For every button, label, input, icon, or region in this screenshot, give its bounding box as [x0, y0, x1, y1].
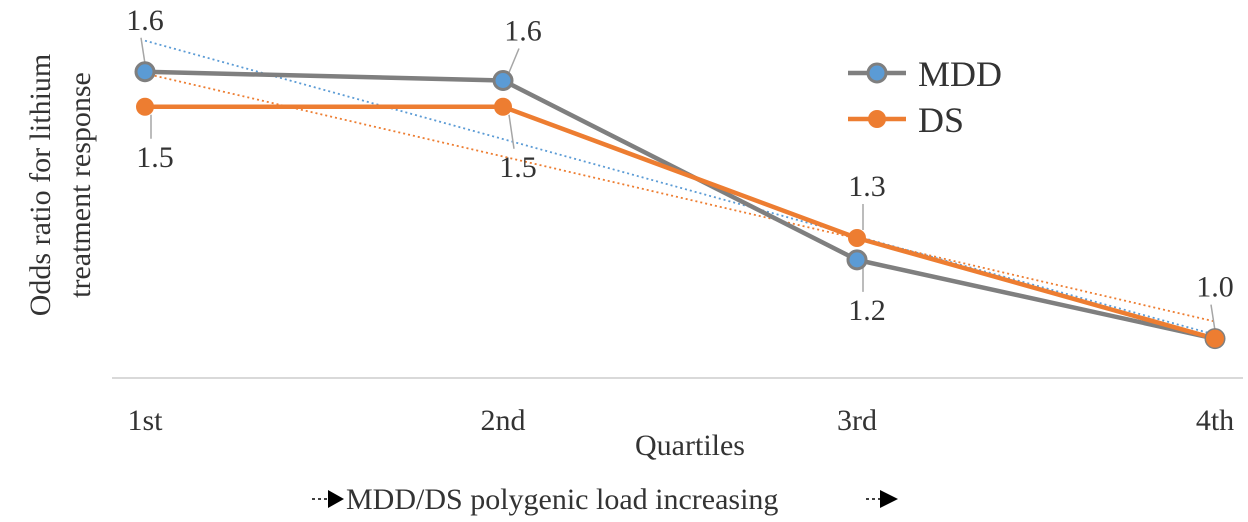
series-line-ds — [145, 104, 1216, 341]
footnote-text: MDD/DS polygenic load increasing — [346, 483, 778, 516]
y-axis-title-line-2: treatment response — [64, 72, 97, 298]
legend-marker-mdd — [866, 62, 888, 84]
x-tick-label: 4th — [1196, 404, 1234, 437]
footnote-arrow-left-icon — [328, 490, 344, 508]
data-label-leader — [140, 37, 146, 64]
x-tick-label: 3rd — [837, 404, 877, 437]
data-label: 1.6 — [504, 15, 542, 48]
series-line-mdd — [144, 69, 1216, 341]
legend-label-mdd: MDD — [918, 54, 1002, 94]
data-point-ds — [136, 97, 154, 116]
data-label-leader — [508, 114, 515, 149]
data-label-leaders — [140, 37, 1216, 331]
footnote-arrow-right-icon — [880, 490, 898, 508]
data-label: 1.6 — [126, 4, 164, 37]
data-label: 1.3 — [848, 170, 886, 203]
x-tick-label: 1st — [127, 404, 163, 437]
data-label-leader — [508, 48, 520, 73]
x-tick-label: 2nd — [481, 404, 526, 437]
data-label-leader — [1210, 304, 1216, 331]
data-point-ds — [848, 229, 866, 247]
series-lines — [144, 69, 1216, 341]
data-point-ds — [1206, 329, 1224, 348]
x-axis-tick-labels: 1st 2nd 3rd 4th — [127, 404, 1234, 437]
trendlines — [144, 39, 1216, 336]
legend-label-ds: DS — [918, 100, 964, 140]
trendline-ds — [144, 72, 1216, 323]
trendline-mdd — [144, 39, 1216, 336]
data-label: 1.0 — [1196, 271, 1234, 304]
y-axis-title-line-1: Odds ratio for lithium — [24, 54, 57, 316]
data-label: 1.5 — [136, 141, 174, 174]
x-axis-title: Quartiles — [635, 429, 745, 462]
series-markers — [134, 61, 1226, 350]
data-point-mdd — [492, 70, 514, 91]
legend-marker-ds — [868, 110, 886, 128]
data-point-mdd — [134, 61, 156, 83]
y-axis-title: Odds ratio for lithium treatment respons… — [24, 54, 97, 316]
data-point-mdd — [846, 249, 868, 271]
footnote: MDD/DS polygenic load increasing — [312, 483, 898, 516]
data-point-ds — [494, 97, 512, 116]
legend: MDD DS — [848, 54, 1002, 140]
data-labels: 1.6 1.6 1.2 1.5 1.5 1.3 1.0 — [126, 4, 1234, 327]
data-label: 1.5 — [499, 151, 537, 184]
data-label: 1.2 — [848, 294, 886, 327]
